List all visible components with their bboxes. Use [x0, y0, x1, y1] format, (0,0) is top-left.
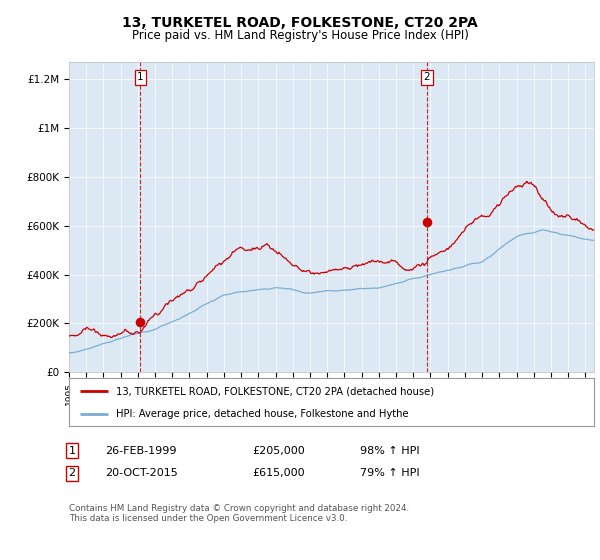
- Text: 13, TURKETEL ROAD, FOLKESTONE, CT20 2PA (detached house): 13, TURKETEL ROAD, FOLKESTONE, CT20 2PA …: [116, 386, 434, 396]
- Point: [422, 217, 432, 226]
- Text: Price paid vs. HM Land Registry's House Price Index (HPI): Price paid vs. HM Land Registry's House …: [131, 29, 469, 42]
- Text: 26-FEB-1999: 26-FEB-1999: [105, 446, 176, 456]
- Text: 79% ↑ HPI: 79% ↑ HPI: [360, 468, 419, 478]
- Text: £615,000: £615,000: [252, 468, 305, 478]
- Text: 2: 2: [68, 468, 76, 478]
- Text: 13, TURKETEL ROAD, FOLKESTONE, CT20 2PA: 13, TURKETEL ROAD, FOLKESTONE, CT20 2PA: [122, 16, 478, 30]
- Text: 98% ↑ HPI: 98% ↑ HPI: [360, 446, 419, 456]
- Text: 2: 2: [424, 72, 430, 82]
- Text: 20-OCT-2015: 20-OCT-2015: [105, 468, 178, 478]
- Text: £205,000: £205,000: [252, 446, 305, 456]
- Text: 1: 1: [68, 446, 76, 456]
- Text: Contains HM Land Registry data © Crown copyright and database right 2024.
This d: Contains HM Land Registry data © Crown c…: [69, 504, 409, 524]
- Point: [136, 318, 145, 326]
- Text: 1: 1: [137, 72, 144, 82]
- Text: HPI: Average price, detached house, Folkestone and Hythe: HPI: Average price, detached house, Folk…: [116, 409, 409, 419]
